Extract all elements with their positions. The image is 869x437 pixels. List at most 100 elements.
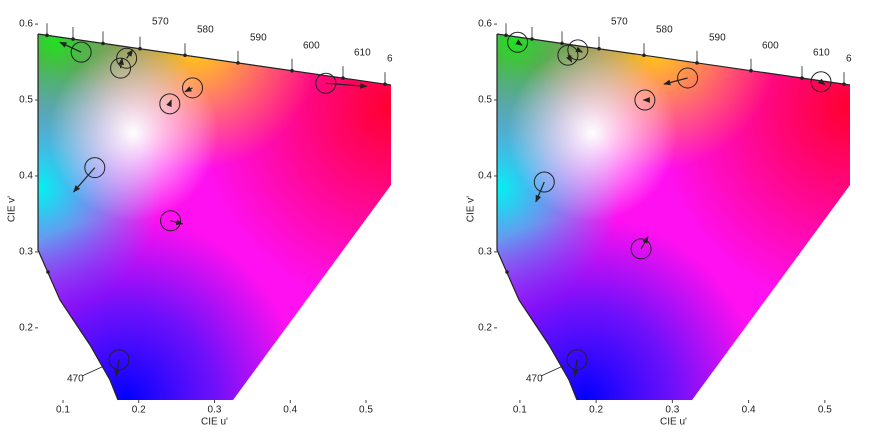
x-tick-label: 0.2 [132, 405, 146, 416]
x-tick-label: 0.4 [742, 405, 756, 416]
shift-arrow [126, 49, 134, 59]
y-tick-label: 0.2 [19, 322, 33, 333]
x-axis-label: CIE u' [660, 417, 687, 428]
shift-arrow [817, 78, 826, 86]
locus-dot [236, 61, 240, 65]
point-circle [84, 157, 106, 179]
shift-arrow [566, 54, 573, 63]
locus-dot [101, 41, 105, 46]
point-circle [182, 77, 204, 99]
locus-dot [642, 53, 646, 58]
chart: 570 580 590 600 610 6 470 0.1 0.2 0.3 0.4 0.5 0.2 0.3… [7, 17, 393, 428]
locus-dot [560, 41, 564, 46]
spectral-locus [37, 34, 119, 401]
wavelength-label: 590 [250, 33, 267, 44]
x-axis-label: CIE u' [201, 417, 228, 428]
locus-dot [138, 46, 142, 51]
wavelength-label: 570 [611, 17, 628, 28]
chart: 570 580 590 600 610 6 470 0.1 0.2 0.3 0.4 0.5 0.2 0.3… [466, 17, 852, 428]
spectral-locus [37, 33, 392, 86]
point-circle [116, 47, 138, 69]
spectral-locus [496, 34, 578, 401]
shift-arrow [184, 86, 193, 93]
wavelength-label: 600 [762, 41, 779, 52]
gamut-shade [497, 34, 850, 400]
shift-arrow [640, 236, 649, 250]
wavelength-label: 6 [387, 54, 393, 65]
shift-arrow [170, 219, 184, 226]
wavelength-label: 600 [303, 41, 320, 52]
point-circle [630, 238, 652, 260]
point-circle [159, 93, 181, 115]
x-tick-label: 0.3 [665, 405, 679, 416]
point-circle [557, 44, 579, 66]
point-circle [315, 72, 337, 94]
y-tick-label: 0.2 [478, 322, 492, 333]
wavelength-label: 610 [813, 48, 830, 59]
y-tick-label: 0.4 [19, 171, 33, 182]
wavelength-label: 580 [656, 25, 673, 36]
shift-arrow [515, 39, 523, 46]
shift-arrow [114, 359, 121, 378]
wavelength-label: 6 [846, 54, 852, 65]
locus-dot [504, 33, 508, 38]
x-tick-label: 0.4 [283, 405, 297, 416]
locus-dot [842, 82, 846, 86]
y-axis-label: CIE v' [7, 196, 18, 222]
shift-arrow [535, 181, 545, 203]
x-tick-label: 0.1 [513, 405, 527, 416]
point-circle [810, 71, 832, 93]
gamut-shade [38, 34, 391, 400]
wavelength-label: 470 [67, 374, 84, 385]
shift-arrow [572, 359, 579, 378]
shift-arrow [118, 57, 124, 69]
locus-tick [540, 365, 564, 377]
locus-dot [530, 37, 534, 41]
y-tick-label: 0.3 [19, 247, 33, 258]
locus-dot [45, 33, 49, 38]
shift-arrow [663, 77, 688, 86]
x-tick-label: 0.2 [589, 405, 603, 416]
y-tick-label: 0.3 [478, 247, 492, 258]
shift-arrow [73, 167, 96, 193]
wavelength-label: 470 [526, 374, 543, 385]
point-circle [567, 39, 589, 61]
shift-arrow [166, 99, 172, 108]
locus-tick [81, 365, 105, 377]
locus-dot [46, 270, 50, 274]
shift-arrow [325, 82, 368, 89]
y-tick-label: 0.4 [478, 171, 492, 182]
wavelength-label: 610 [354, 48, 371, 59]
point-circle [677, 67, 699, 89]
locus-dot [183, 53, 187, 58]
x-tick-label: 0.3 [208, 405, 222, 416]
locus-dot [341, 76, 345, 80]
locus-dot [749, 68, 753, 73]
point-circle [533, 171, 555, 193]
x-tick-label: 0.1 [56, 405, 70, 416]
locus-dot [290, 68, 294, 73]
y-tick-label: 0.5 [19, 95, 33, 106]
point-circle [70, 41, 92, 63]
x-tick-label: 0.5 [359, 405, 373, 416]
locus-dot [71, 37, 75, 41]
locus-dot [800, 76, 804, 80]
spectral-locus [496, 33, 851, 86]
wavelength-label: 590 [709, 33, 726, 44]
wavelength-label: 570 [152, 17, 169, 28]
y-tick-label: 0.6 [478, 19, 492, 30]
wavelength-label: 580 [197, 25, 214, 36]
shift-arrow [575, 46, 584, 53]
locus-dot [597, 46, 601, 51]
y-tick-label: 0.5 [478, 95, 492, 106]
locus-dot [695, 61, 699, 65]
shift-arrow [59, 41, 82, 53]
locus-dot [505, 270, 509, 274]
x-tick-label: 0.5 [818, 405, 832, 416]
point-circle [507, 31, 529, 53]
y-tick-label: 0.6 [19, 19, 33, 30]
point-circle [634, 89, 656, 111]
locus-dot [383, 82, 387, 86]
y-axis-label: CIE v' [466, 196, 477, 222]
